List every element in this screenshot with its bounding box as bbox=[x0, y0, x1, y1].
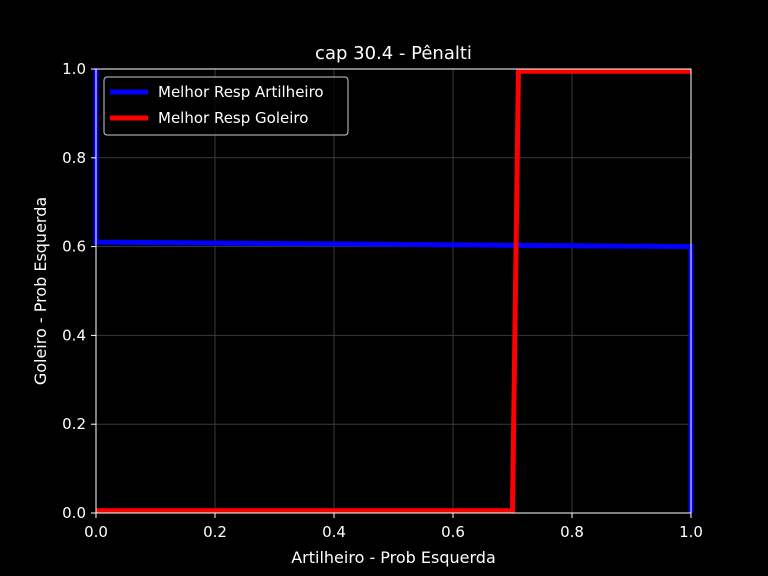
grid bbox=[95, 68, 692, 514]
y-tick-label: 0.8 bbox=[62, 149, 86, 167]
legend: Melhor Resp Artilheiro Melhor Resp Goleir… bbox=[103, 76, 349, 136]
chart-title: cap 30.4 - Pênalti bbox=[315, 43, 472, 64]
x-tick-label: 0.4 bbox=[322, 523, 346, 541]
x-tick-label: 0.6 bbox=[441, 523, 465, 541]
x-tick-label: 0.8 bbox=[560, 523, 584, 541]
series-line-1 bbox=[93, 69, 694, 513]
x-tick-label: 1.0 bbox=[679, 523, 703, 541]
legend-box bbox=[103, 76, 349, 136]
legend-label: Melhor Resp Goleiro bbox=[158, 109, 308, 127]
x-axis-label: Artilheiro - Prob Esquerda bbox=[291, 548, 496, 567]
y-tick-label: 0.4 bbox=[62, 326, 86, 344]
series-line-2 bbox=[96, 68, 691, 514]
y-tick-label: 1.0 bbox=[62, 60, 86, 78]
y-tick-label: 0.0 bbox=[62, 504, 86, 522]
y-tick-label: 0.2 bbox=[62, 415, 86, 433]
x-tick-label: 0.0 bbox=[84, 523, 108, 541]
y-axis-label: Goleiro - Prob Esquerda bbox=[31, 197, 50, 385]
y-tick-label: 0.6 bbox=[62, 238, 86, 256]
legend-label: Melhor Resp Artilheiro bbox=[158, 83, 324, 101]
x-tick-label: 0.2 bbox=[203, 523, 227, 541]
axes-frame bbox=[95, 68, 692, 514]
x-axis-ticks: 0.0 0.2 0.4 0.6 0.8 1.0 bbox=[84, 513, 703, 541]
plot-area bbox=[93, 68, 694, 514]
y-axis-ticks: 0.0 0.2 0.4 0.6 0.8 1.0 bbox=[62, 60, 96, 522]
